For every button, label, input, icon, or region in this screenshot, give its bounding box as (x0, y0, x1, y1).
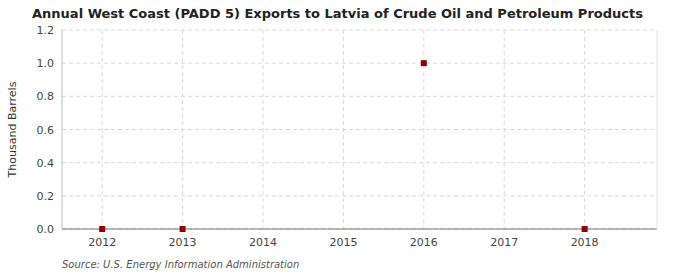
y-grid-line (62, 129, 657, 130)
y-tick-label: 0.8 (37, 90, 55, 103)
x-tick-label: 2015 (329, 236, 357, 249)
plot-frame-right (657, 30, 658, 229)
y-grid-line (62, 195, 657, 196)
x-grid-line (504, 30, 505, 229)
x-grid-line (584, 30, 585, 229)
y-tick-label: 0.0 (37, 223, 55, 236)
data-point (421, 60, 427, 66)
x-tick-label: 2013 (169, 236, 197, 249)
chart-svg: Annual West Coast (PADD 5) Exports to La… (0, 0, 675, 275)
y-axis-label: Thousand Barrels (6, 81, 19, 178)
y-axis-line (62, 30, 63, 229)
grid (62, 30, 657, 229)
x-tick-label: 2016 (410, 236, 438, 249)
x-tick-label: 2012 (88, 236, 116, 249)
data-point (582, 226, 588, 232)
x-grid-line (182, 30, 183, 229)
y-grid-line (62, 63, 657, 64)
y-grid-line (62, 162, 657, 163)
x-tick-label: 2018 (571, 236, 599, 249)
x-axis-line (62, 229, 657, 230)
y-tick-label: 1.0 (37, 57, 55, 70)
source-note: Source: U.S. Energy Information Administ… (62, 259, 299, 270)
x-grid-line (263, 30, 264, 229)
x-grid-line (343, 30, 344, 229)
data-point (180, 226, 186, 232)
x-grid-line (423, 30, 424, 229)
y-grid-line (62, 30, 657, 31)
chart-container: Annual West Coast (PADD 5) Exports to La… (0, 0, 675, 275)
y-tick-label: 0.4 (37, 157, 55, 170)
points (99, 60, 587, 232)
x-tick-label: 2017 (490, 236, 518, 249)
axes: 0.0 0.2 0.4 0.6 0.8 1.0 1.2 2012 2013 2014 2015 201… (37, 24, 658, 249)
data-point (99, 226, 105, 232)
x-grid-line (102, 30, 103, 229)
y-tick-label: 0.2 (37, 190, 55, 203)
y-tick-label: 0.6 (37, 124, 55, 137)
y-grid-line (62, 229, 657, 230)
x-tick-label: 2014 (249, 236, 277, 249)
chart-title: Annual West Coast (PADD 5) Exports to La… (32, 6, 643, 21)
y-grid-line (62, 96, 657, 97)
y-tick-label: 1.2 (37, 24, 55, 37)
